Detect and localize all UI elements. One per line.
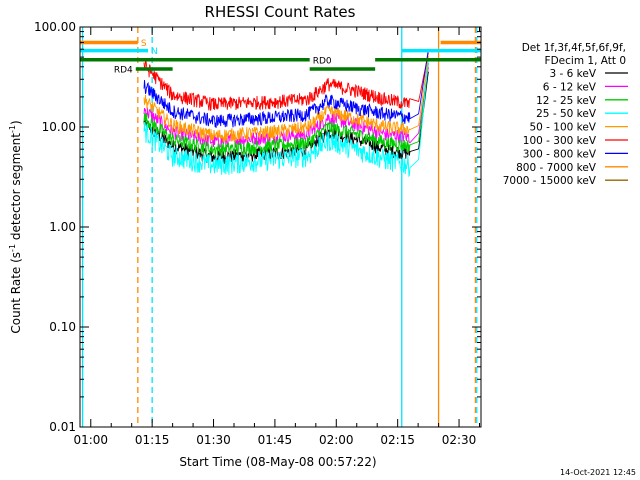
vertical-marker-lines (81, 27, 478, 427)
y-tick-label-4: 100.00 (34, 20, 76, 34)
series-line-2 (143, 63, 429, 157)
axis-ticks: 01:00 01:15 01:30 01:45 02:00 02:15 02:30 0.01 0… (34, 20, 481, 447)
x-axis-label: Start Time (08-May-08 00:57:22) (179, 455, 376, 469)
x-tick-label-6: 02:30 (442, 433, 477, 447)
legend-header-line-1: Det 1f,3f,4f,5f,6f,9f, (522, 42, 626, 54)
x-tick-label-0: 01:00 (73, 433, 108, 447)
flag-label-n: N (151, 47, 158, 57)
x-tick-label-5: 02:15 (380, 433, 415, 447)
legend-label-7: 800 - 7000 keV (516, 162, 597, 174)
footer-timestamp: 14-Oct-2021 12:45 (560, 468, 636, 477)
series-lines (143, 49, 429, 178)
attenuator-flag-bars: SN RD0 RD4 (80, 39, 481, 76)
legend: Det 1f,3f,4f,5f,6f,9f, FDecim 1, Att 0 3… (503, 42, 628, 187)
y-tick-label-1: 0.10 (49, 320, 76, 334)
series-line-5 (143, 52, 429, 111)
y-tick-label-0: 0.01 (49, 420, 76, 434)
series-line-4 (143, 55, 429, 144)
flag-label-rd0: RD0 (313, 56, 332, 66)
legend-label-1: 6 - 12 keV (543, 81, 597, 93)
flag-label-rd4: RD4 (114, 66, 133, 76)
legend-label-0: 3 - 6 keV (549, 68, 596, 80)
flag-label-s: S (141, 39, 147, 49)
plot-frame (79, 26, 482, 428)
series-line-6 (143, 49, 429, 128)
y-tick-label-2: 1.00 (49, 220, 76, 234)
x-tick-label-3: 01:45 (258, 433, 293, 447)
y-axis-label: Count Rate (s-1 detector segment-1) (8, 120, 23, 333)
legend-label-3: 25 - 50 keV (536, 108, 597, 120)
x-tick-label-2: 01:30 (196, 433, 231, 447)
legend-label-4: 50 - 100 keV (529, 122, 596, 134)
legend-label-8: 7000 - 15000 keV (503, 175, 597, 187)
legend-label-2: 12 - 25 keV (536, 95, 597, 107)
x-tick-label-1: 01:15 (135, 433, 170, 447)
legend-label-6: 300 - 800 keV (523, 148, 597, 160)
legend-label-5: 100 - 300 keV (523, 135, 597, 147)
series-line-3 (143, 59, 429, 178)
y-tick-label-3: 10.00 (42, 120, 76, 134)
x-tick-label-4: 02:00 (319, 433, 354, 447)
legend-header-line-2: FDecim 1, Att 0 (545, 55, 626, 67)
chart-title: RHESSI Count Rates (205, 3, 356, 21)
